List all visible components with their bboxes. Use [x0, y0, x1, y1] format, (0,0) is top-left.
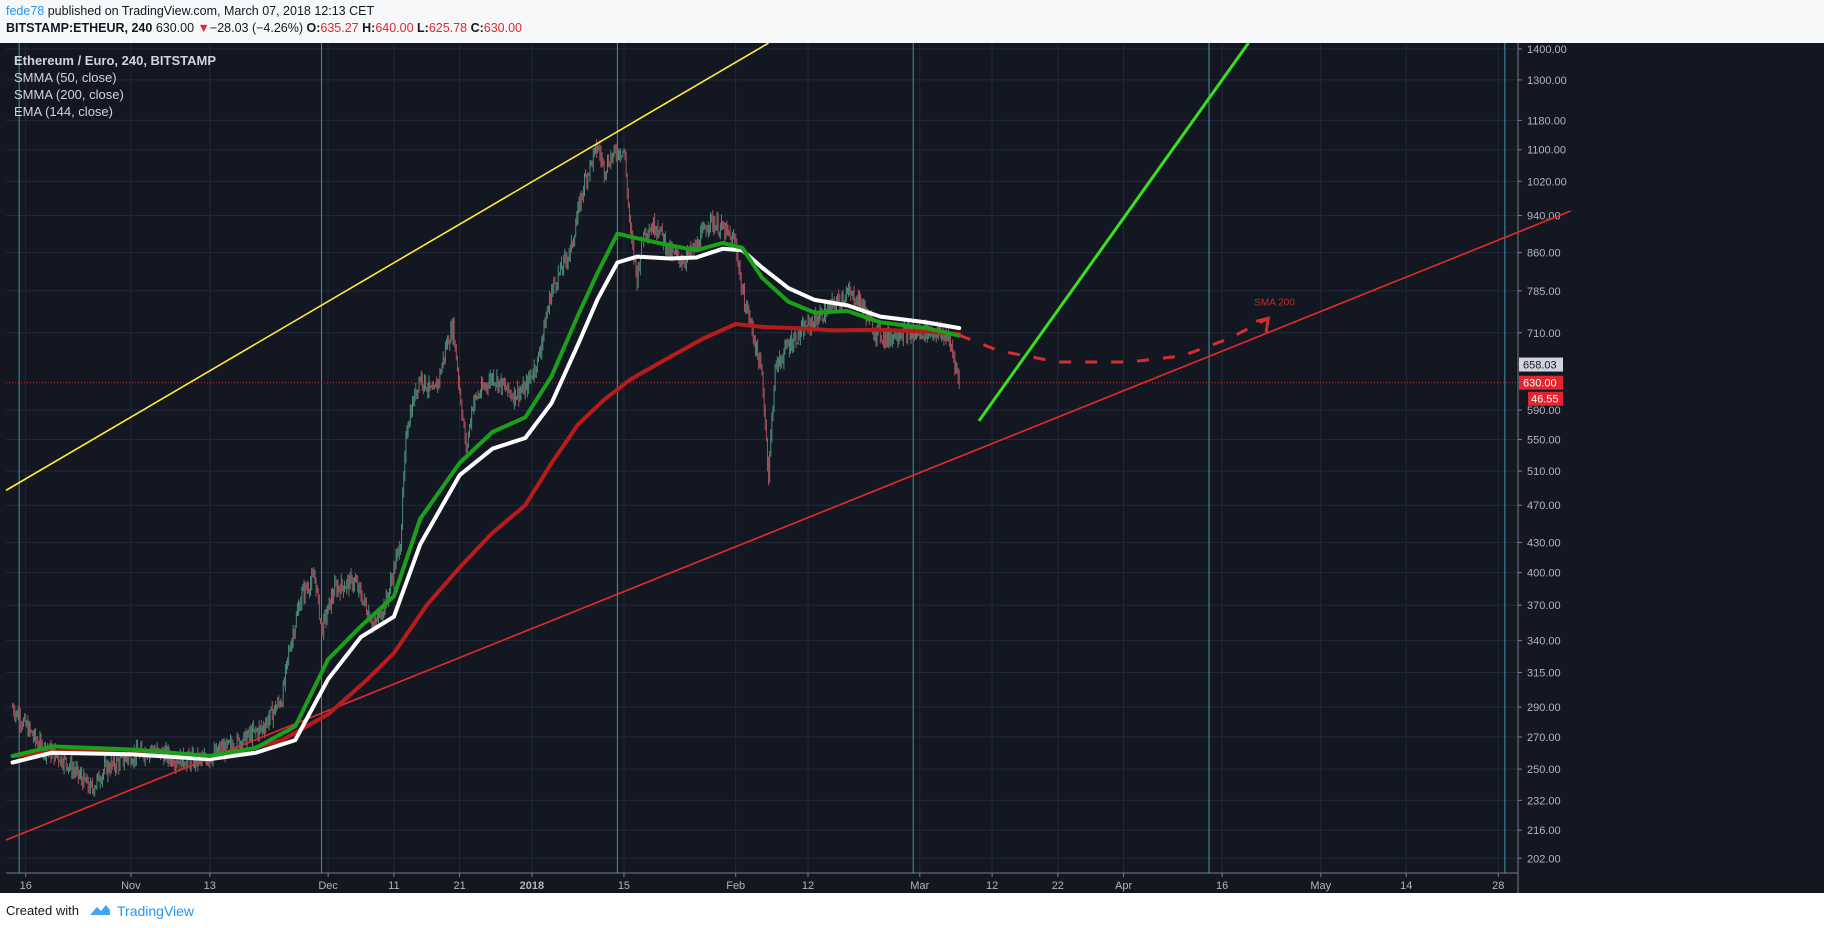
x-tick-label: 28 [1492, 880, 1504, 892]
low-label: L: [417, 21, 429, 35]
published-text: published on TradingView.com, March 07, … [47, 4, 375, 18]
x-tick-label: 2018 [520, 880, 544, 892]
x-tick-label: 14 [1400, 880, 1412, 892]
price-marker-upper-bg [1519, 357, 1563, 372]
high-label: H: [362, 21, 376, 35]
y-tick-label: 400.00 [1527, 568, 1561, 580]
publish-line: fede78 published on TradingView.com, Mar… [6, 4, 374, 18]
author-link[interactable]: fede78 [6, 4, 45, 18]
x-tick-label: 15 [618, 880, 630, 892]
y-tick-label: 290.00 [1527, 702, 1561, 714]
y-tick-label: 940.00 [1527, 210, 1561, 222]
price-axis-background [1518, 43, 1824, 893]
trendline [977, 43, 1250, 422]
projection-label: SMA 200 [1254, 297, 1295, 308]
y-tick-label: 590.00 [1527, 405, 1561, 417]
y-tick-label: 250.00 [1527, 764, 1561, 776]
footer: Created with TradingView [0, 893, 1824, 928]
x-tick-label: Apr [1115, 880, 1132, 892]
ohlc-line: BITSTAMP:ETHEUR, 240 630.00 ▼−28.03 (−4.… [6, 21, 522, 35]
trendline [5, 210, 1571, 841]
trendline [5, 43, 769, 492]
legend-title: Ethereum / Euro, 240, BITSTAMP [14, 53, 217, 68]
x-tick-label: Dec [318, 880, 338, 892]
x-tick-label: 22 [1052, 880, 1064, 892]
price-diff-bg [1528, 391, 1563, 406]
x-tick-label: 21 [453, 880, 465, 892]
chart-header: fede78 published on TradingView.com, Mar… [0, 0, 1824, 43]
close-value: 630.00 [483, 21, 523, 35]
x-tick-label: 16 [1216, 880, 1228, 892]
price-change: −28.03 (−4.26%) [209, 21, 304, 35]
close-label: C: [470, 21, 484, 35]
y-tick-label: 216.00 [1527, 825, 1561, 837]
price-marker-current: 630.00 [1523, 378, 1557, 390]
price-diff-label: 46.55 [1531, 394, 1559, 406]
legend-item-smma50[interactable]: SMMA (50, close) [14, 70, 117, 85]
legend-item-smma200[interactable]: SMMA (200, close) [14, 87, 124, 102]
y-tick-label: 232.00 [1527, 795, 1561, 807]
ma-line [10, 231, 962, 758]
x-tick-label: 12 [986, 880, 998, 892]
x-tick-label: 11 [388, 880, 399, 892]
x-tick-label: Feb [726, 880, 745, 892]
ma-line [10, 246, 962, 765]
tradingview-link[interactable]: TradingView [117, 903, 195, 919]
down-arrow-icon: ▼ [197, 21, 210, 35]
y-tick-label: 370.00 [1527, 600, 1561, 612]
x-tick-label: 16 [20, 880, 32, 892]
y-tick-label: 270.00 [1527, 732, 1561, 744]
y-tick-label: 1020.00 [1527, 176, 1567, 188]
low-value: 625.78 [428, 21, 468, 35]
y-tick-label: 1100.00 [1527, 145, 1566, 157]
x-tick-label: Mar [910, 880, 929, 892]
legend-item-ema144[interactable]: EMA (144, close) [14, 104, 113, 119]
last-price: 630.00 [155, 21, 195, 35]
open-value: 635.27 [320, 21, 359, 35]
y-tick-label: 510.00 [1527, 466, 1561, 478]
tradingview-logo-icon[interactable] [88, 902, 112, 918]
x-tick-label: 12 [802, 880, 814, 892]
open-label: O: [306, 21, 321, 35]
y-tick-label: 430.00 [1527, 537, 1561, 549]
y-tick-label: 470.00 [1527, 500, 1561, 512]
symbol-label: BITSTAMP:ETHEUR, 240 [6, 21, 153, 35]
x-tick-label: 13 [204, 880, 216, 892]
created-with-text: Created with [6, 903, 79, 918]
chart-canvas[interactable]: 1400.00 1300.00 1180.00 1100.00 1020.00 940.0… [0, 43, 1824, 893]
price-marker-upper: 658.03 [1523, 360, 1557, 372]
projection-arrow-icon [1255, 316, 1270, 333]
y-tick-label: 550.00 [1527, 435, 1561, 447]
y-tick-label: 315.00 [1527, 668, 1561, 680]
price-marker-current-bg [1519, 375, 1563, 390]
price-chart[interactable]: 1400.00 1300.00 1180.00 1100.00 1020.00 940.0… [0, 43, 1824, 893]
y-tick-label: 1180.00 [1527, 115, 1566, 127]
ma-line [10, 322, 962, 758]
y-tick-label: 785.00 [1527, 286, 1561, 298]
y-tick-label: 1400.00 [1527, 44, 1567, 56]
y-tick-label: 1300.00 [1527, 75, 1567, 87]
y-tick-label: 340.00 [1527, 636, 1561, 648]
high-value: 640.00 [375, 21, 414, 35]
x-tick-label: Nov [121, 880, 141, 892]
y-tick-label: 710.00 [1527, 328, 1561, 340]
y-tick-label: 202.00 [1527, 853, 1561, 865]
x-tick-label: May [1310, 880, 1331, 892]
chart-legend: Ethereum / Euro, 240, BITSTAMP SMMA (50,… [14, 52, 216, 120]
y-tick-label: 860.00 [1527, 248, 1561, 260]
